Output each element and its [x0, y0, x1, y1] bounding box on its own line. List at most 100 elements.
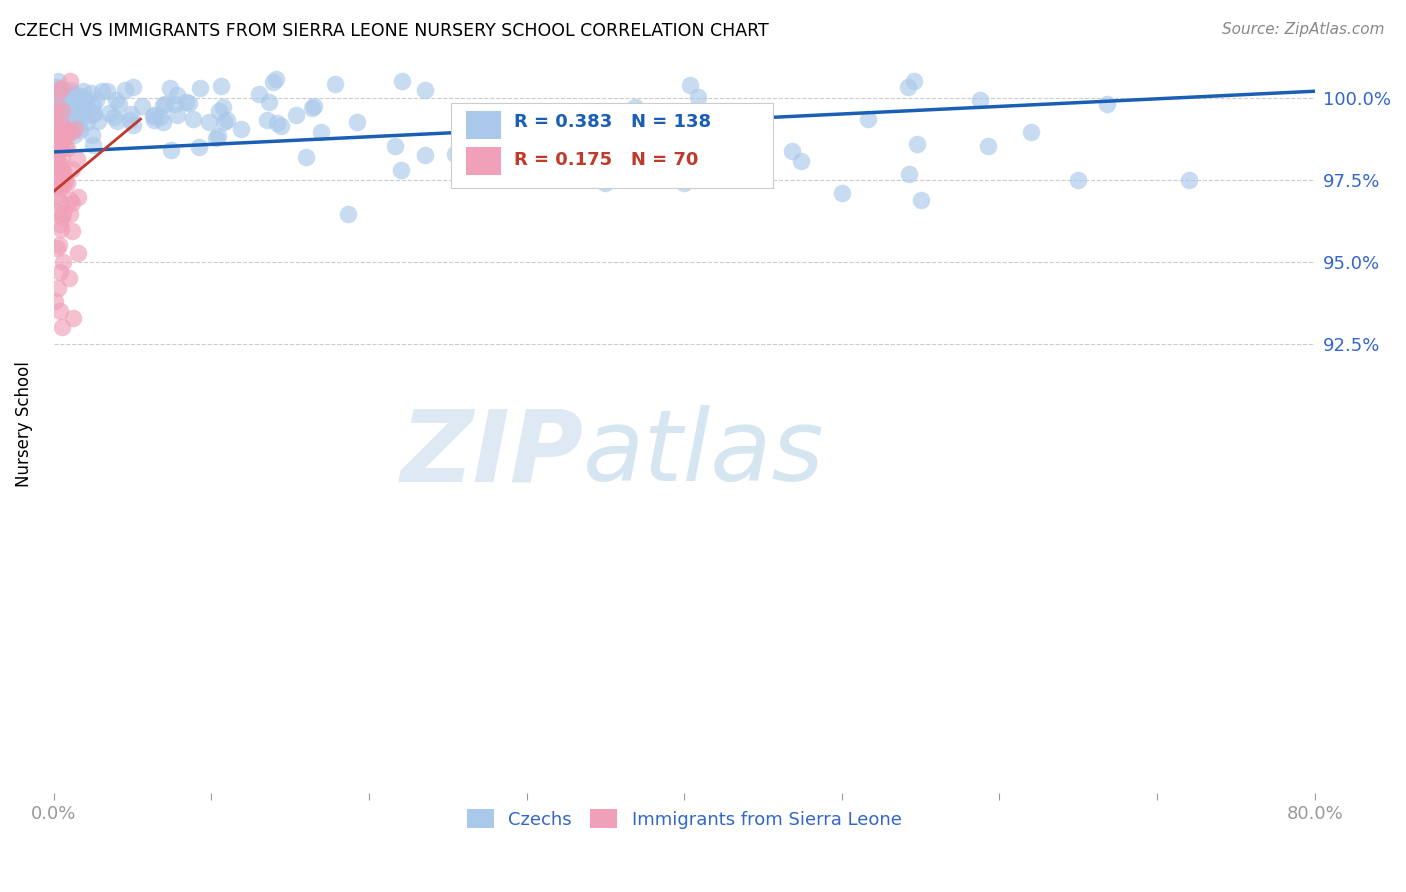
Point — [49, 98, 72, 112]
Point — [104, 94, 127, 108]
Point — [66, 190, 89, 204]
Point — [1177, 173, 1199, 187]
Text: Source: ZipAtlas.com: Source: ZipAtlas.com — [1222, 22, 1385, 37]
Point — [44, 155, 66, 169]
Point — [266, 116, 288, 130]
Bar — [467, 147, 502, 176]
Point — [789, 153, 811, 168]
Point — [73, 103, 96, 118]
Point — [82, 107, 104, 121]
Point — [506, 125, 529, 139]
Point — [76, 114, 98, 128]
Point — [391, 74, 413, 88]
Point — [82, 138, 104, 153]
Point — [44, 181, 66, 195]
Point — [48, 238, 70, 252]
Point — [58, 87, 80, 101]
Point — [44, 151, 66, 165]
Point — [51, 105, 73, 120]
Point — [51, 96, 73, 111]
Point — [65, 100, 87, 114]
Point — [46, 203, 69, 218]
Point — [262, 75, 284, 89]
Point — [586, 112, 609, 126]
Point — [44, 88, 66, 103]
Point — [52, 163, 75, 178]
Point — [49, 195, 72, 210]
Point — [62, 128, 84, 143]
Point — [49, 265, 72, 279]
Point — [82, 97, 104, 112]
Point — [44, 153, 66, 167]
Point — [208, 103, 231, 118]
Point — [256, 112, 278, 127]
Point — [46, 110, 69, 124]
Point — [152, 115, 174, 129]
Point — [209, 78, 232, 93]
Point — [48, 83, 70, 97]
Point — [56, 176, 79, 190]
Point — [163, 96, 186, 111]
Point — [160, 143, 183, 157]
Point — [55, 139, 77, 153]
Point — [67, 110, 90, 124]
Point — [270, 119, 292, 133]
Point — [389, 163, 412, 178]
Point — [52, 120, 75, 134]
Point — [49, 112, 72, 127]
Point — [898, 167, 921, 181]
Bar — [451, 103, 772, 188]
Point — [229, 122, 252, 136]
Point — [46, 136, 69, 150]
Point — [48, 93, 70, 107]
Point — [249, 87, 271, 101]
Point — [49, 179, 72, 194]
Point — [51, 103, 73, 118]
Point — [63, 98, 86, 112]
Point — [346, 114, 368, 128]
Point — [624, 100, 647, 114]
Point — [59, 115, 82, 129]
Point — [159, 81, 181, 95]
Point — [51, 159, 73, 173]
Point — [831, 186, 853, 200]
Point — [49, 128, 72, 142]
Point — [903, 74, 925, 88]
Point — [309, 125, 332, 139]
Point — [121, 79, 143, 94]
Point — [59, 194, 82, 208]
Point — [52, 255, 75, 269]
Point — [666, 145, 689, 159]
Point — [96, 84, 118, 98]
Legend: Czechs, Immigrants from Sierra Leone: Czechs, Immigrants from Sierra Leone — [460, 802, 908, 836]
Point — [450, 145, 472, 159]
Point — [142, 107, 165, 121]
Point — [44, 159, 66, 173]
Point — [58, 126, 80, 140]
Point — [205, 131, 228, 145]
Point — [969, 93, 991, 107]
Point — [44, 161, 66, 175]
Text: R = 0.175   N = 70: R = 0.175 N = 70 — [515, 151, 699, 169]
Text: ZIP: ZIP — [401, 405, 583, 502]
Point — [179, 96, 201, 111]
Point — [120, 107, 142, 121]
Point — [48, 112, 70, 126]
Point — [107, 97, 129, 112]
Point — [905, 136, 928, 151]
Point — [212, 115, 235, 129]
Point — [69, 123, 91, 137]
Point — [516, 163, 538, 178]
Point — [48, 135, 70, 149]
Point — [44, 113, 66, 128]
Point — [98, 106, 121, 120]
Point — [49, 304, 72, 318]
Point — [67, 118, 90, 132]
Point — [48, 96, 70, 111]
Point — [1067, 173, 1090, 187]
Point — [44, 93, 66, 107]
Point — [190, 81, 212, 95]
Point — [323, 77, 346, 91]
Point — [56, 141, 79, 155]
Point — [46, 157, 69, 171]
